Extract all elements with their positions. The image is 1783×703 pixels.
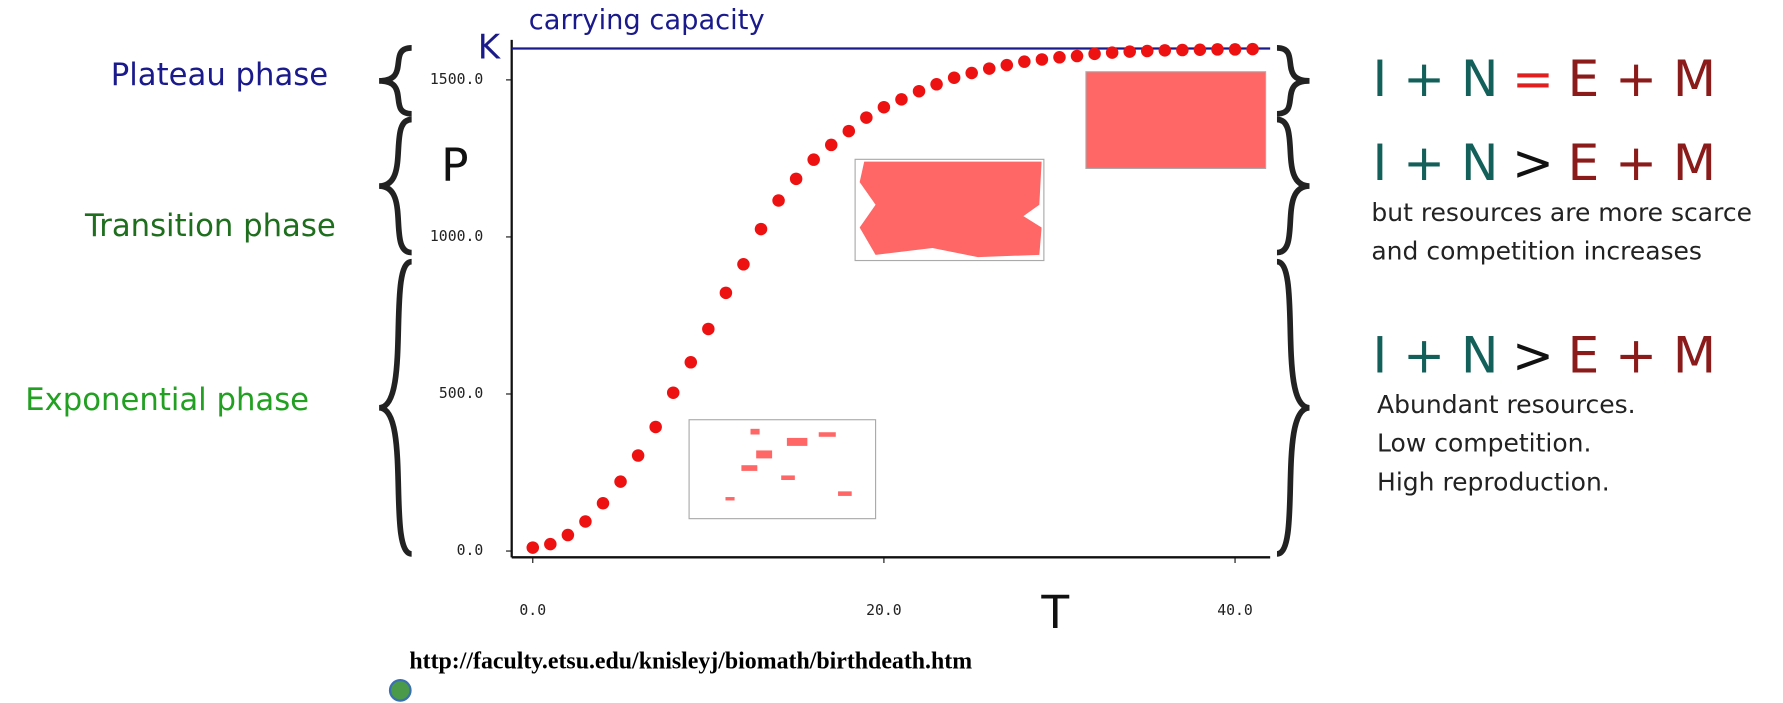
brace (378, 116, 413, 256)
data-point (596, 497, 610, 510)
data-point (877, 100, 891, 114)
equation-right: E + M (1568, 134, 1716, 192)
equation-right: E + M (1568, 326, 1716, 384)
data-point (1228, 43, 1242, 56)
data-point (930, 78, 943, 91)
equation-op: > (1512, 134, 1554, 192)
data-point (666, 386, 680, 399)
equation-note: but resources are more scarce (1371, 198, 1752, 227)
globe-icon (388, 678, 412, 702)
x-tick-label: 40.0 (1217, 602, 1253, 619)
brace (1275, 258, 1311, 557)
data-point (561, 528, 575, 542)
data-point (544, 537, 557, 551)
data-point (719, 286, 733, 300)
equation: I + N > E + M (1373, 134, 1717, 192)
data-point (649, 420, 662, 434)
data-point (737, 258, 750, 271)
data-point (1035, 53, 1049, 66)
data-point (842, 124, 856, 138)
data-point (824, 138, 838, 152)
equation-left: I + N (1373, 50, 1499, 108)
data-point (1158, 44, 1172, 57)
equation: I + N > E + M (1373, 326, 1717, 384)
inset-full (1085, 71, 1267, 169)
data-point (1193, 43, 1207, 56)
data-point (684, 356, 698, 369)
equation-op: > (1512, 326, 1554, 384)
phase-label: Exponential phase (25, 383, 309, 418)
k-annotation: carrying capacity (529, 5, 765, 36)
inset-sparse (688, 419, 877, 520)
data-point (1018, 55, 1031, 68)
data-point (1211, 43, 1224, 56)
x-axis-label: T (1040, 586, 1069, 639)
x-tick-label: 20.0 (866, 602, 902, 619)
data-point (807, 153, 820, 166)
data-point (860, 111, 873, 124)
equation-op: = (1512, 50, 1554, 108)
brace (1276, 116, 1310, 256)
source-url: http://faculty.etsu.edu/knisleyj/biomath… (409, 649, 972, 675)
y-tick-label: 1500.0 (430, 71, 483, 88)
data-point (702, 322, 715, 336)
data-point (982, 62, 996, 75)
data-point (1088, 47, 1101, 61)
phase-label: Plateau phase (111, 58, 328, 93)
data-point (895, 93, 908, 106)
y-tick-label: 1000.0 (430, 228, 483, 245)
y-axis-label: P (441, 139, 468, 192)
data-point (912, 84, 926, 98)
equation-note: High reproduction. (1377, 467, 1610, 496)
data-point (772, 194, 785, 207)
equation-right: E + M (1568, 50, 1716, 108)
k-label: K (478, 28, 502, 68)
data-point (1246, 42, 1259, 56)
data-point (579, 515, 592, 528)
data-point (1123, 45, 1136, 58)
data-point (1105, 46, 1119, 59)
data-point (1053, 51, 1066, 64)
equation: I + N = E + M (1373, 50, 1717, 108)
equation-note: Abundant resources. (1377, 390, 1636, 419)
brace (378, 45, 412, 117)
y-tick-label: 500.0 (439, 385, 483, 402)
brace (1276, 45, 1310, 117)
data-point (614, 475, 627, 488)
inset-mid (854, 158, 1045, 262)
y-tick-label: 0.0 (457, 542, 484, 559)
data-point (789, 172, 803, 186)
data-point (947, 71, 961, 84)
brace (378, 258, 413, 557)
data-point (1141, 44, 1154, 58)
data-point (1176, 43, 1189, 57)
equation-left: I + N (1373, 134, 1499, 192)
equation-left: I + N (1373, 326, 1499, 384)
equation-note: Low competition. (1377, 429, 1591, 458)
data-point (1070, 49, 1084, 63)
data-point (631, 449, 645, 462)
equation-note: and competition increases (1371, 237, 1702, 266)
x-tick-label: 0.0 (519, 602, 546, 619)
phase-label: Transition phase (84, 209, 336, 244)
data-point (1000, 58, 1014, 72)
data-point (526, 541, 540, 554)
data-point (754, 222, 768, 236)
data-point (965, 66, 978, 80)
